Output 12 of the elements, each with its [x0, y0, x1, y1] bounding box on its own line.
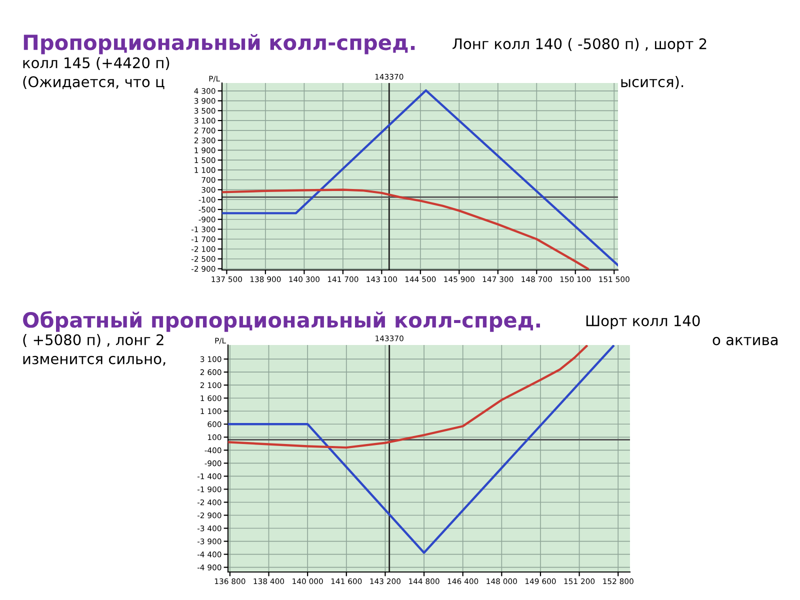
text: колл 145 (+4420 п)	[23, 57, 170, 70]
text: изменится сильно,	[23, 356, 166, 366]
text: ысится).	[621, 76, 684, 90]
chart-title: Обратный пропорциональный колл-спред.	[23, 311, 540, 332]
text: о актива	[712, 336, 778, 346]
text: ( +5080 п) , лонг 2	[23, 334, 164, 348]
text: (Ожидается, что ц	[23, 76, 164, 90]
line-series	[222, 188, 589, 270]
chart-subtitle: Шорт колл 140	[586, 315, 700, 330]
chart-title: Пропорциональный колл-спред.	[24, 34, 415, 54]
chart-subtitle: Лонг колл 140 ( -5080 п) , шорт 2	[452, 38, 706, 52]
line-series	[228, 345, 588, 449]
